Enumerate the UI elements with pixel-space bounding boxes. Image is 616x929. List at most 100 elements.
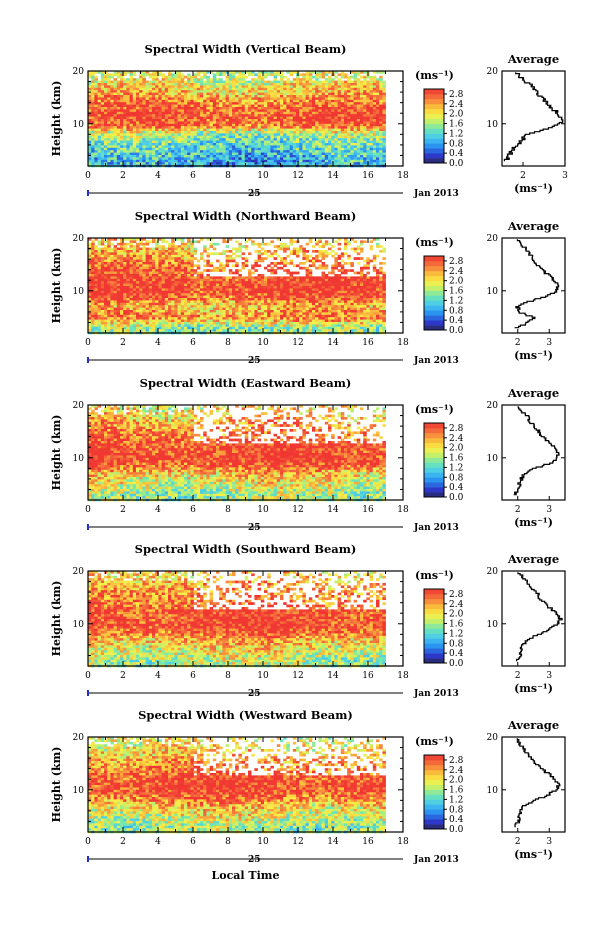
x-tick-label: 14 bbox=[327, 171, 339, 181]
y-axis-label: Height (km) bbox=[50, 581, 63, 657]
heatmap-cells bbox=[88, 405, 386, 501]
colorbar-tick-label: 1.2 bbox=[449, 129, 463, 139]
x-tick-label: 18 bbox=[397, 171, 409, 181]
average-x-tick-label: 2 bbox=[515, 837, 521, 847]
colorbar-swatch bbox=[424, 153, 444, 158]
colorbar-swatch bbox=[424, 472, 444, 477]
average-x-tick-label: 3 bbox=[546, 338, 552, 348]
x-tick-label: 2 bbox=[120, 171, 126, 181]
x-tick-label: 0 bbox=[85, 671, 91, 681]
panel-title: Spectral Width (Vertical Beam) bbox=[145, 42, 347, 56]
colorbar-swatch bbox=[424, 755, 444, 760]
local-time-axis-label: Local Time bbox=[212, 869, 280, 882]
x-tick-label: 2 bbox=[120, 837, 126, 847]
x-tick-label: 16 bbox=[362, 338, 374, 348]
colorbar-swatch bbox=[424, 133, 444, 138]
y-tick-label: 20 bbox=[73, 234, 85, 244]
colorbar-swatch bbox=[424, 109, 444, 114]
y-axis-label: Height (km) bbox=[50, 248, 63, 324]
x-tick-label: 0 bbox=[85, 505, 91, 515]
colorbar-swatch bbox=[424, 819, 444, 824]
x-tick-label: 6 bbox=[190, 171, 196, 181]
average-x-tick-label: 3 bbox=[562, 171, 568, 181]
colorbar-swatch bbox=[424, 814, 444, 819]
x-tick-label: 12 bbox=[292, 671, 303, 681]
colorbar-swatch bbox=[424, 653, 444, 658]
colorbar-label: (ms⁻¹) bbox=[415, 236, 454, 249]
colorbar-swatch bbox=[424, 428, 444, 433]
colorbar: (ms⁻¹)0.00.40.81.21.62.02.42.8 bbox=[415, 735, 464, 835]
x-tick-label: 18 bbox=[397, 671, 409, 681]
x-tick-label: 4 bbox=[155, 671, 161, 681]
colorbar-swatch bbox=[424, 443, 444, 448]
colorbar-swatch bbox=[424, 94, 444, 99]
y-tick-label: 20 bbox=[73, 67, 85, 77]
x-tick-label: 10 bbox=[257, 505, 269, 515]
x-tick-label: 16 bbox=[362, 171, 374, 181]
colorbar-swatch bbox=[424, 281, 444, 286]
y-tick-label: 10 bbox=[73, 120, 85, 130]
x-tick-label: 0 bbox=[85, 171, 91, 181]
colorbar-tick-label: 2.0 bbox=[449, 444, 464, 454]
colorbar-swatch bbox=[424, 124, 444, 129]
panel-title: Spectral Width (Southward Beam) bbox=[135, 542, 357, 556]
x-tick-label: 6 bbox=[190, 671, 196, 681]
colorbar-swatch bbox=[424, 487, 444, 492]
colorbar-tick-label: 2.4 bbox=[449, 766, 464, 776]
colorbar-swatch bbox=[424, 477, 444, 482]
colorbar-swatch bbox=[424, 604, 444, 609]
x-tick-label: 14 bbox=[327, 671, 339, 681]
y-axis-label: Height (km) bbox=[50, 81, 63, 157]
average-y-tick-label: 10 bbox=[487, 120, 499, 130]
colorbar-swatch bbox=[424, 261, 444, 266]
day-label: 25 bbox=[248, 689, 261, 699]
average-y-tick-label: 10 bbox=[487, 786, 499, 796]
average-y-tick-label: 10 bbox=[487, 454, 499, 464]
colorbar-swatch bbox=[424, 129, 444, 134]
colorbar-swatch bbox=[424, 458, 444, 463]
average-y-tick-label: 10 bbox=[487, 287, 499, 297]
colorbar: (ms⁻¹)0.00.40.81.21.62.02.42.8 bbox=[415, 69, 464, 169]
colorbar-swatch bbox=[424, 291, 444, 296]
colorbar-swatch bbox=[424, 629, 444, 634]
x-tick-label: 12 bbox=[292, 505, 303, 515]
average-x-tick-label: 2 bbox=[515, 338, 521, 348]
average-y-tick-label: 20 bbox=[487, 567, 499, 577]
x-tick-label: 16 bbox=[362, 671, 374, 681]
x-tick-label: 12 bbox=[292, 338, 303, 348]
average-title: Average bbox=[507, 552, 559, 566]
colorbar-tick-label: 0.4 bbox=[449, 649, 464, 659]
date-label: Jan 2013 bbox=[413, 189, 459, 199]
colorbar-swatch bbox=[424, 619, 444, 624]
average-x-tick-label: 2 bbox=[520, 171, 526, 181]
colorbar-tick-label: 2.4 bbox=[449, 434, 464, 444]
panel-title: Spectral Width (Eastward Beam) bbox=[140, 376, 352, 390]
colorbar-swatch bbox=[424, 114, 444, 119]
x-tick-label: 12 bbox=[292, 171, 303, 181]
x-tick-label: 2 bbox=[120, 671, 126, 681]
y-axis-label: Height (km) bbox=[50, 415, 63, 491]
colorbar-swatch bbox=[424, 453, 444, 458]
colorbar-tick-label: 0.8 bbox=[449, 639, 464, 649]
average-x-tick-label: 2 bbox=[515, 505, 521, 515]
colorbar-swatch bbox=[424, 300, 444, 305]
colorbar-swatch bbox=[424, 310, 444, 315]
x-tick-label: 10 bbox=[257, 171, 269, 181]
colorbar-tick-label: 2.4 bbox=[449, 100, 464, 110]
colorbar-swatch bbox=[424, 89, 444, 94]
panel-2: Spectral Width (Northward Beam)0 2 4 6 8 10 12… bbox=[50, 209, 565, 366]
colorbar-tick-label: 0.8 bbox=[449, 139, 464, 149]
date-label: Jan 2013 bbox=[413, 523, 459, 533]
average-x-label: (ms⁻¹) bbox=[514, 182, 553, 195]
average-title: Average bbox=[507, 52, 559, 66]
average-y-tick-label: 10 bbox=[487, 620, 499, 630]
colorbar-tick-label: 0.4 bbox=[449, 149, 464, 159]
colorbar-swatch bbox=[424, 305, 444, 310]
average-x-tick-label: 2 bbox=[515, 671, 521, 681]
colorbar-tick-label: 0.8 bbox=[449, 306, 464, 316]
colorbar-swatch bbox=[424, 99, 444, 104]
